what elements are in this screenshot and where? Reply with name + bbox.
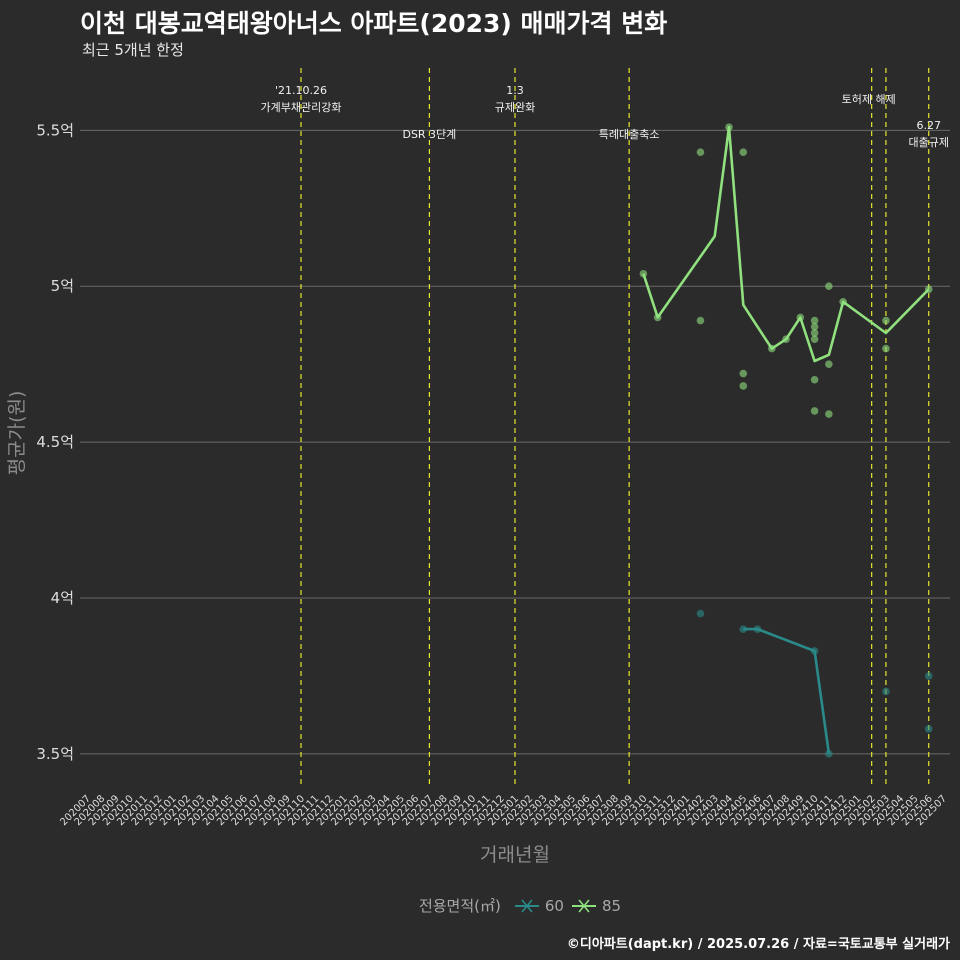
legend-item-60: 60: [513, 897, 564, 915]
data-point-85: [810, 375, 819, 384]
chart-subtitle: 최근 5개년 한정: [82, 41, 184, 59]
data-point-85: [782, 335, 790, 344]
data-point-85: [768, 344, 776, 353]
event-label: 6.27: [916, 119, 941, 132]
data-point-60: [810, 647, 819, 655]
event-label: '21.10.26: [275, 84, 327, 97]
data-point-60: [882, 687, 890, 696]
data-point-60: [924, 725, 933, 733]
series-layer: [639, 123, 933, 758]
data-point-85: [739, 382, 748, 390]
x-axis-title: 거래년월: [480, 844, 550, 866]
data-point-85: [725, 123, 733, 132]
data-point-60: [924, 672, 933, 680]
data-point-85: [696, 148, 705, 156]
legend-key-85-icon: [571, 898, 596, 913]
source-caption: ©디아파트(dapt.kr) / 2025.07.26 / 자료=국토교통부 실…: [566, 937, 950, 952]
data-point-85: [839, 298, 847, 306]
event-label: DSR 3단계: [402, 128, 456, 141]
data-point-85: [924, 285, 933, 294]
data-point-85: [739, 148, 748, 156]
legend-label-85: 85: [601, 896, 622, 915]
data-point-60: [739, 625, 748, 633]
event-label: 토허제 해제: [842, 92, 896, 106]
data-point-85: [825, 360, 833, 368]
y-tick-label: 4.5억: [36, 433, 74, 451]
data-point-85: [810, 329, 819, 337]
data-point-60: [825, 750, 833, 758]
event-label: 규제완화: [495, 101, 535, 114]
chart-title: 이천 대봉교역태왕아너스 아파트(2023) 매매가격 변화: [80, 9, 668, 38]
series-line-60: [743, 627, 831, 754]
y-tick-label: 5억: [51, 277, 74, 295]
data-point-85: [882, 316, 890, 325]
legend-item-85: 85: [570, 897, 621, 915]
y-axis-title: 평균가(원): [6, 391, 28, 476]
y-tick-label: 4억: [51, 589, 74, 607]
data-point-85: [810, 335, 819, 344]
legend-title: 전용면적(㎡): [418, 897, 501, 915]
y-tick-label: 5.5억: [36, 121, 74, 139]
event-label: 1.3: [506, 84, 524, 97]
data-point-85: [825, 410, 833, 418]
data-point-85: [825, 282, 833, 291]
data-point-85: [739, 369, 748, 378]
data-point-85: [882, 344, 890, 353]
data-point-85: [639, 269, 648, 278]
data-point-85: [696, 316, 705, 325]
data-point-60: [696, 609, 705, 618]
event-label: 특례대출축소: [599, 128, 660, 141]
data-point-85: [810, 316, 819, 325]
legend: 전용면적(㎡) 60 85: [0, 895, 960, 916]
axis-layer: 3.5억4억4.5억5억5.5억202007202008202009202010…: [36, 121, 949, 828]
data-point-60: [753, 625, 762, 633]
data-point-85: [796, 313, 805, 322]
event-label: 대출규제: [908, 136, 948, 149]
y-tick-label: 3.5억: [36, 745, 74, 763]
data-point-85: [810, 407, 819, 415]
data-point-85: [810, 322, 819, 331]
event-label: 가계부채관리강화: [261, 101, 342, 114]
data-point-85: [653, 313, 662, 322]
legend-key-60-icon: [514, 898, 539, 913]
legend-label-60: 60: [544, 896, 564, 915]
